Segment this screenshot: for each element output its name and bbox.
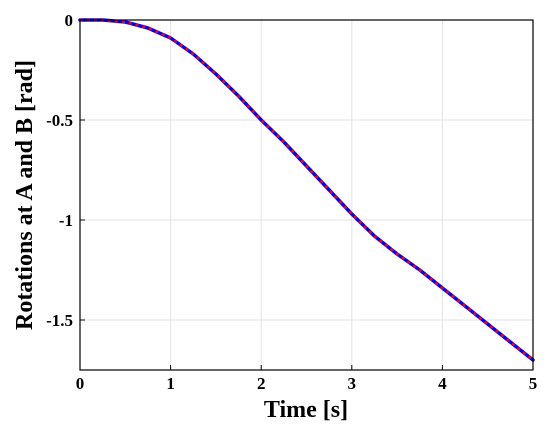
x-tick-label: 3: [348, 374, 357, 393]
series-line-2: [80, 18, 534, 361]
x-axis-label: Time [s]: [264, 397, 348, 423]
y-axis-label: Rotations at A and B [rad]: [12, 60, 38, 330]
ticks: 0 1 2 3 4 5 0 -0.5 -1 -1.5: [46, 11, 537, 393]
plot-frame: [79, 19, 534, 371]
x-tick-label: 1: [166, 374, 175, 393]
x-tick-label: 4: [438, 374, 447, 393]
series-layer: [78, 18, 535, 362]
x-tick-label: 2: [257, 374, 266, 393]
plot-background: [80, 20, 533, 370]
x-tick-label: 0: [76, 374, 85, 393]
y-tick-label: -1.5: [46, 311, 73, 330]
grid: [80, 20, 533, 370]
x-tick-label: 5: [529, 374, 538, 393]
y-tick-label: -1: [59, 211, 73, 230]
y-tick-label: 0: [65, 11, 74, 30]
y-tick-label: -0.5: [46, 111, 73, 130]
